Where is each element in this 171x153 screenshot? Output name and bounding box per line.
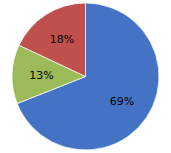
svg-text:13%: 13% — [29, 69, 53, 82]
svg-text:69%: 69% — [110, 95, 134, 108]
svg-text:18%: 18% — [50, 33, 74, 46]
